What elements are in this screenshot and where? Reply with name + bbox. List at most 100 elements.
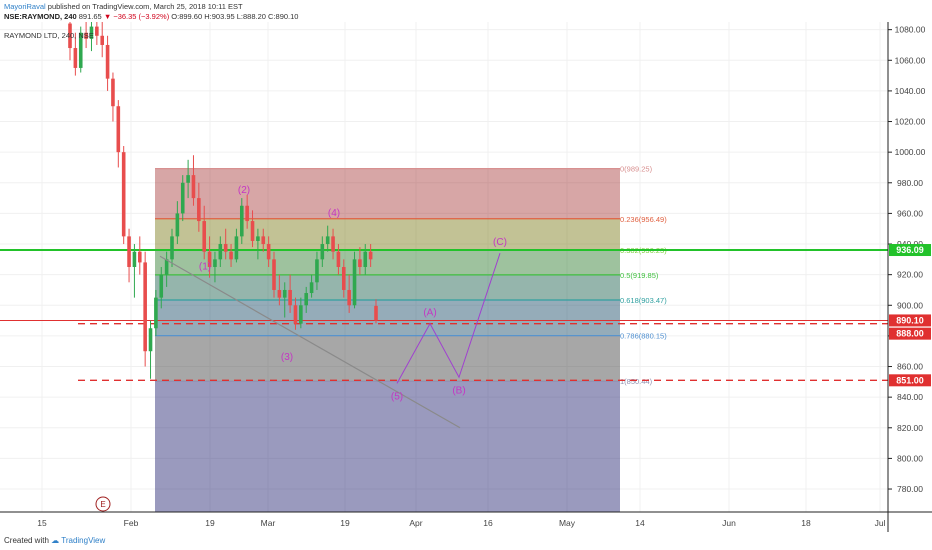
wave-label: (1) [199,261,211,272]
candle-body [213,259,217,267]
price-change: ▼ −36.35 (−3.92%) [103,12,170,21]
y-tick-label: 1060.00 [895,55,926,65]
candle-body [78,32,83,68]
x-tick-label: 18 [801,518,811,528]
candle-body [277,289,282,298]
candle-body [175,213,180,237]
candle-body [202,221,207,252]
candle-body [261,236,266,245]
candle-body [315,259,319,283]
plot-background [0,22,888,512]
price-chart[interactable]: 0(989.25)0.236(956.49)0.382(936.23)0.5(9… [0,22,932,532]
x-tick-label: May [559,518,576,528]
candle-body [239,205,244,237]
fib-zone [155,335,620,382]
candle-body [363,251,368,267]
y-tick-label: 840.00 [897,392,923,402]
x-tick-label: 19 [205,518,215,528]
y-tick-label: 1020.00 [895,117,926,127]
candle-body [266,244,271,260]
ohlc-values: O:899.60 H:903.95 L:888.20 C:890.10 [171,12,299,21]
candle-body [137,251,142,263]
x-tick-label: Jun [722,518,736,528]
fib-level-label: 0.786(880.15) [620,332,667,341]
footer: Created with ☁ TradingView [0,532,932,550]
candle-body [197,198,201,222]
created-with-label: Created with [4,536,49,545]
trendline [159,255,461,429]
price-tag [889,327,931,340]
candle-body [234,236,239,260]
y-tick-label: 980.00 [897,178,923,188]
price-tag [889,244,931,257]
wave-label: (5) [391,392,403,403]
x-tick-label: 19 [340,518,350,528]
candle-body [245,205,249,222]
fib-zone [155,299,620,336]
y-tick-label: 860.00 [897,362,923,372]
candle-body [250,221,255,241]
candle-body [293,305,298,324]
tradingview-brand-link[interactable]: TradingView [61,536,106,545]
candle-body [164,259,169,275]
candle-body [272,259,276,290]
candle-body [116,106,121,153]
fib-level-label: 1(850.44) [620,377,653,386]
candle-body [111,78,115,107]
y-tick-label: 780.00 [897,484,923,494]
candle-body [89,26,94,39]
symbol-label[interactable]: NSE:RAYMOND, 240 [4,12,77,21]
fib-zone [155,274,620,300]
y-tick-label: 1040.00 [895,86,926,96]
author-link[interactable]: MayoriRaval [4,2,46,11]
candle-body [105,44,110,79]
fib-level-label: 0.5(919.85) [620,271,659,280]
candle-body [95,26,99,36]
price-tag-label: 851.00 [896,375,924,385]
candle-body [143,262,147,352]
wave-label: (3) [281,352,293,363]
x-tick-label: 16 [483,518,493,528]
x-tick-label: 14 [635,518,645,528]
fib-extension-zone [155,381,620,512]
fib-level-label: 0.236(956.49) [620,215,667,224]
candle-body [282,289,287,298]
y-tick-label: 820.00 [897,423,923,433]
wave-projection-path [396,253,501,384]
fib-zone [155,168,620,219]
candle-body [374,305,378,321]
wave-label: (2) [238,185,250,196]
x-tick-label: Jul [875,518,886,528]
fib-zone [155,249,620,275]
fib-level-label: 0.618(903.47) [620,296,667,305]
candle-body [132,251,137,267]
chart-title: RAYMOND LTD, 240, NSE [4,31,94,40]
candle-body [121,152,126,237]
chart-header: MayoriRaval published on TradingView.com… [0,0,932,22]
wave-label: (C) [493,237,507,248]
candle-body [100,35,105,45]
candle-body [336,251,341,267]
price-tag-label: 890.10 [896,315,924,325]
fib-zone [155,218,620,250]
fib-level-label: 0(989.25) [620,165,653,174]
candle-body [127,236,131,267]
candle-body [325,236,330,245]
candle-body [368,251,373,260]
candle-body [154,297,158,329]
candle-body [331,236,335,252]
wave-label: (A) [423,307,436,318]
price-tag [889,314,931,327]
candle-body [207,251,212,267]
candle-body [288,289,292,306]
candle-body [320,244,325,260]
candle-body [159,274,164,298]
candle-body [218,244,223,260]
candle-body [341,267,346,290]
candle-body [180,182,185,214]
candle-body [186,175,190,183]
publish-info: published on TradingView.com, March 25, … [47,2,243,11]
candle-body [223,244,228,252]
y-tick-label: 800.00 [897,453,923,463]
y-tick-label: 920.00 [897,270,923,280]
